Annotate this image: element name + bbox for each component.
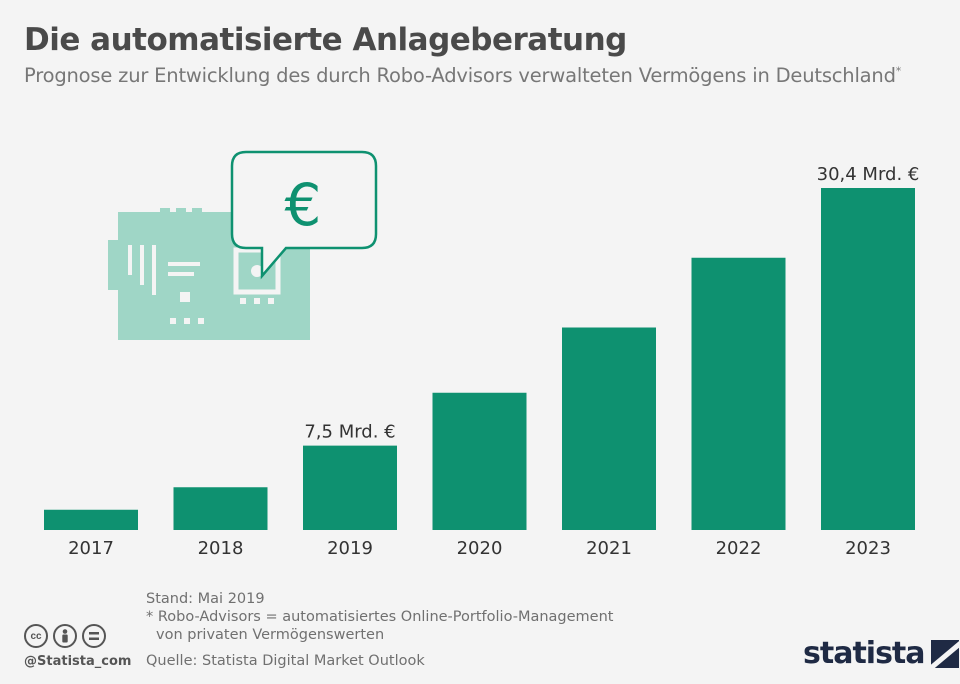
bar-2019[interactable] xyxy=(303,445,397,530)
bar-2020[interactable] xyxy=(432,392,527,530)
bar-2021[interactable] xyxy=(562,327,656,531)
source-note: Quelle: Statista Digital Market Outlook xyxy=(146,653,425,669)
x-tick-label-2019: 2019 xyxy=(327,538,373,559)
chart-subtitle: Prognose zur Entwicklung des durch Robo-… xyxy=(24,64,901,87)
person-icon xyxy=(53,624,77,648)
speech-bubble xyxy=(230,150,378,280)
subtitle-footnote-mark: * xyxy=(895,64,902,78)
license-icons[interactable]: cc xyxy=(24,624,106,648)
statista-logo[interactable]: statista xyxy=(803,636,959,671)
statista-handle[interactable]: @Statista_com xyxy=(24,654,132,669)
brand-name: statista xyxy=(803,636,926,671)
x-tick-label-2018: 2018 xyxy=(198,538,244,559)
footnote-line-2: von privaten Vermögenswerten xyxy=(156,627,385,643)
bar-2017[interactable] xyxy=(44,509,138,530)
subtitle-text: Prognose zur Entwicklung des durch Robo-… xyxy=(24,64,896,87)
bar-2022[interactable] xyxy=(691,257,786,530)
bar-2023[interactable] xyxy=(821,188,915,530)
bar-chart: 2017 2018 2019 2020 2021 2022 2023 7,5 Mrd. € 3… xyxy=(44,164,920,559)
x-tick-label-2017: 2017 xyxy=(68,538,114,559)
statista-logo-icon xyxy=(930,639,959,668)
data-label-2023: 30,4 Mrd. € xyxy=(817,164,920,185)
x-tick-label-2020: 2020 xyxy=(457,538,503,559)
robot-chip-icon: € xyxy=(108,150,378,340)
x-tick-label-2022: 2022 xyxy=(716,538,762,559)
chart-footer: Stand: Mai 2019 * Robo-Advisors = automa… xyxy=(146,590,613,670)
footnote-line-1: * Robo-Advisors = automatisiertes Online… xyxy=(146,609,614,625)
stand-note: Stand: Mai 2019 xyxy=(146,591,265,607)
cc-icon: cc xyxy=(24,624,48,648)
x-tick-label-2021: 2021 xyxy=(586,538,632,559)
euro-icon: € xyxy=(285,171,322,239)
data-label-2019: 7,5 Mrd. € xyxy=(304,422,395,443)
chart-title: Die automatisierte Anlageberatung xyxy=(24,22,627,58)
equals-icon xyxy=(82,624,106,648)
x-tick-label-2023: 2023 xyxy=(845,538,891,559)
bar-2018[interactable] xyxy=(173,487,268,530)
